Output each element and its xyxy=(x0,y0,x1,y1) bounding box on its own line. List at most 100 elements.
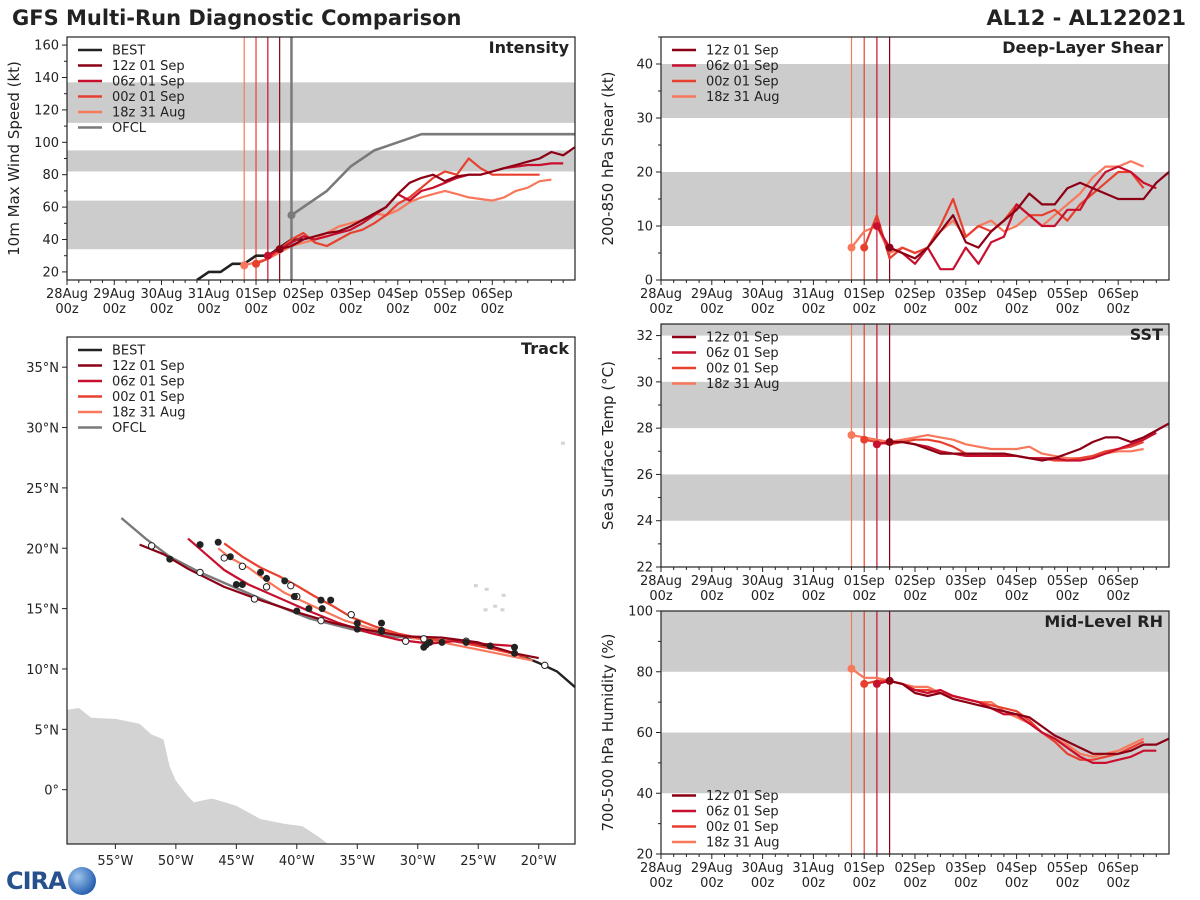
legend-label: OFCL xyxy=(112,421,147,436)
lat-tick-label: 30°N xyxy=(26,422,59,437)
legend-label: 12z 01 Sep xyxy=(706,331,779,346)
y-tick-label: 100 xyxy=(628,605,653,620)
series-start-marker xyxy=(860,679,869,688)
island xyxy=(590,450,594,453)
lon-tick-label: 40°W xyxy=(279,854,315,869)
series-line-12z-01-sep xyxy=(889,679,1169,755)
y-tick-label: 22 xyxy=(636,561,653,576)
track-position-dot xyxy=(290,593,298,601)
y-tick-label: 140 xyxy=(34,71,59,86)
cira-logo: CIRA xyxy=(6,866,96,896)
shaded-band xyxy=(67,200,575,250)
legend-label: 00z 01 Sep xyxy=(706,820,779,835)
x-tick-sublabel: 00z xyxy=(853,876,877,891)
track-position-dot xyxy=(486,642,494,650)
legend-label: 18z 31 Aug xyxy=(706,90,780,105)
x-tick-sublabel: 00z xyxy=(903,589,927,604)
track-position-dot xyxy=(353,625,361,633)
x-tick-label: 02Sep xyxy=(894,287,935,302)
lon-tick-label: 45°W xyxy=(218,854,254,869)
x-tick-sublabel: 00z xyxy=(802,589,826,604)
x-tick-label: 01Sep xyxy=(844,574,885,589)
x-tick-sublabel: 00z xyxy=(802,302,826,317)
legend-label: 18z 31 Aug xyxy=(112,106,186,121)
y-tick-label: 20 xyxy=(42,265,59,280)
x-tick-label: 30Aug xyxy=(141,287,183,302)
x-tick-sublabel: 00z xyxy=(700,876,724,891)
x-tick-sublabel: 00z xyxy=(700,302,724,317)
x-tick-label: 28Aug xyxy=(640,287,682,302)
series-line-06z-01-sep xyxy=(267,162,564,257)
track-position-open-dot xyxy=(262,583,271,591)
track-position-dot xyxy=(462,638,470,646)
series-start-marker xyxy=(860,243,869,252)
x-tick-sublabel: 00z xyxy=(1056,876,1080,891)
intensity-panel-title: Intensity xyxy=(489,38,570,57)
rh-y-axis-label: 700-500 hPa Humidity (%) xyxy=(599,633,617,831)
series-start-marker xyxy=(252,259,261,268)
track-line-12z-01-sep xyxy=(139,543,539,660)
intensity-panel: 2040608010012014016028Aug00z29Aug00z30Au… xyxy=(5,36,576,317)
track-position-open-dot xyxy=(420,635,428,643)
x-tick-label: 29Aug xyxy=(691,287,733,302)
track-position-open-dot xyxy=(238,562,247,571)
x-tick-label: 31Aug xyxy=(188,287,230,302)
x-tick-sublabel: 00z xyxy=(1107,302,1131,317)
legend-label: 12z 01 Sep xyxy=(706,44,779,59)
series-start-marker xyxy=(872,679,881,688)
track-line-06z-01-sep xyxy=(187,537,515,648)
x-tick-label: 06Sep xyxy=(1098,861,1139,876)
y-tick-label: 24 xyxy=(636,514,653,529)
series-start-marker xyxy=(885,438,894,447)
x-tick-label: 30Aug xyxy=(742,861,784,876)
series-start-marker xyxy=(287,211,296,220)
legend-label: BEST xyxy=(112,44,145,59)
y-tick-label: 120 xyxy=(34,103,59,118)
x-tick-sublabel: 00z xyxy=(649,589,673,604)
track-position-dot xyxy=(196,541,204,549)
x-tick-label: 02Sep xyxy=(283,287,324,302)
x-tick-label: 01Sep xyxy=(844,861,885,876)
series-start-marker xyxy=(275,245,284,254)
legend-label: 18z 31 Aug xyxy=(112,406,186,421)
shear-y-axis-label: 200-850 hPa Shear (kt) xyxy=(599,72,617,246)
y-tick-label: 32 xyxy=(636,329,653,344)
x-tick-sublabel: 00z xyxy=(339,302,363,317)
island xyxy=(579,447,583,450)
lon-tick-label: 30°W xyxy=(400,854,436,869)
series-line-00z-01-sep xyxy=(255,157,540,265)
x-tick-label: 04Sep xyxy=(377,287,418,302)
lat-tick-label: 15°N xyxy=(26,603,59,618)
track-position-dot xyxy=(281,577,289,585)
x-tick-sublabel: 00z xyxy=(197,302,221,317)
x-tick-label: 28Aug xyxy=(46,287,88,302)
series-start-marker xyxy=(847,431,856,440)
x-tick-label: 05Sep xyxy=(1047,574,1088,589)
figure-title: GFS Multi-Run Diagnostic Comparison xyxy=(12,6,461,30)
lat-tick-label: 25°N xyxy=(26,482,59,497)
series-start-marker xyxy=(872,440,881,449)
x-tick-sublabel: 00z xyxy=(386,302,410,317)
y-tick-label: 80 xyxy=(636,665,653,680)
x-tick-label: 03Sep xyxy=(330,287,371,302)
series-start-marker xyxy=(872,222,881,230)
lat-tick-label: 20°N xyxy=(26,542,59,557)
y-tick-label: 60 xyxy=(42,201,59,216)
x-tick-sublabel: 00z xyxy=(802,876,826,891)
shaded-band xyxy=(661,611,1169,672)
legend-label: 06z 01 Sep xyxy=(706,59,779,74)
x-tick-sublabel: 00z xyxy=(1107,876,1131,891)
track-frame xyxy=(66,336,576,845)
x-tick-label: 01Sep xyxy=(235,287,276,302)
shaded-band xyxy=(67,82,575,123)
track-position-dot xyxy=(263,574,271,582)
lon-tick-label: 25°W xyxy=(460,854,496,869)
track-position-dot xyxy=(377,619,385,627)
intensity-plot-area xyxy=(67,37,575,280)
x-tick-label: 29Aug xyxy=(691,861,733,876)
lon-tick-label: 35°W xyxy=(339,854,375,869)
island xyxy=(484,587,489,591)
track-line-18z-31-aug xyxy=(217,547,533,662)
globe-icon xyxy=(67,867,96,895)
